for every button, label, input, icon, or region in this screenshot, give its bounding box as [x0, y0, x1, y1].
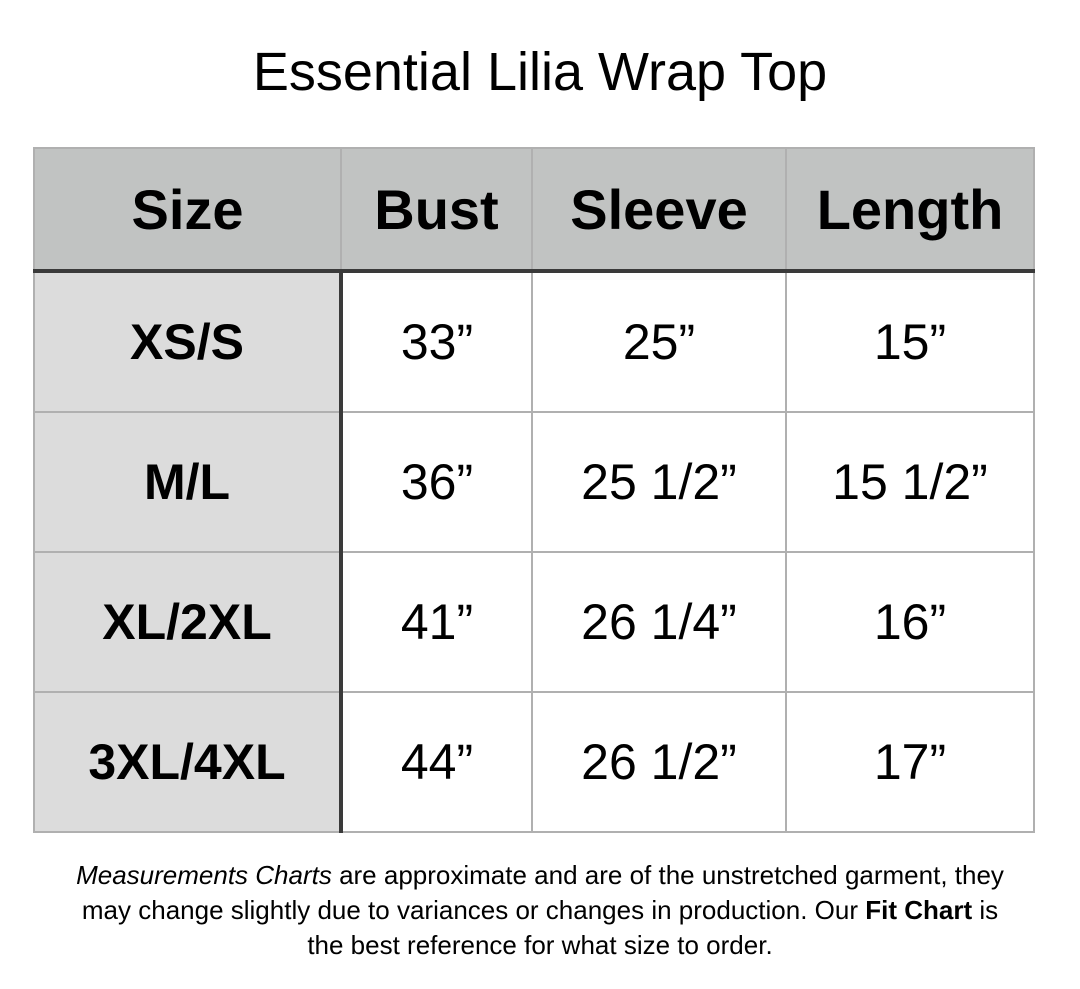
- table-row: XL/2XL 41” 26 1/4” 16”: [33, 551, 1035, 693]
- cell-sleeve: 26 1/2”: [531, 691, 787, 833]
- cell-sleeve: 26 1/4”: [531, 551, 787, 693]
- cell-size: 3XL/4XL: [33, 691, 343, 833]
- cell-sleeve: 25”: [531, 270, 787, 413]
- size-chart-table: Size Bust Sleeve Length XS/S 33” 25” 15” M/L…: [33, 147, 1035, 833]
- cell-length: 15”: [785, 270, 1035, 413]
- cell-bust: 33”: [340, 270, 533, 413]
- footnote-italic: Measurements Charts: [76, 860, 332, 890]
- header-bust: Bust: [340, 147, 533, 273]
- page-title: Essential Lilia Wrap Top: [252, 42, 828, 102]
- table-row: XS/S 33” 25” 15”: [33, 270, 1035, 413]
- cell-size: XS/S: [33, 270, 343, 413]
- cell-sleeve: 25 1/2”: [531, 411, 787, 553]
- cell-length: 16”: [785, 551, 1035, 693]
- cell-bust: 36”: [340, 411, 533, 553]
- footnote-text-1: are approximate and are of the unstretch…: [81, 860, 1004, 925]
- cell-bust: 44”: [340, 691, 533, 833]
- header-sleeve: Sleeve: [531, 147, 787, 273]
- fit-chart-reference: Fit Chart: [865, 895, 973, 925]
- cell-length: 17”: [785, 691, 1035, 833]
- table-row: M/L 36” 25 1/2” 15 1/2”: [33, 411, 1035, 553]
- cell-bust: 41”: [340, 551, 533, 693]
- header-size: Size: [33, 147, 342, 273]
- table-row: 3XL/4XL 44” 26 1/2” 17”: [33, 691, 1035, 833]
- cell-length: 15 1/2”: [785, 411, 1035, 553]
- footnote-text-2: is the best reference for what size to o…: [307, 895, 999, 960]
- header-length: Length: [785, 147, 1035, 273]
- footnote: Measurements Charts are approximate and …: [0, 858, 1080, 963]
- header-row: Size Bust Sleeve Length: [33, 147, 1035, 273]
- cell-size: M/L: [33, 411, 343, 553]
- cell-size: XL/2XL: [33, 551, 343, 693]
